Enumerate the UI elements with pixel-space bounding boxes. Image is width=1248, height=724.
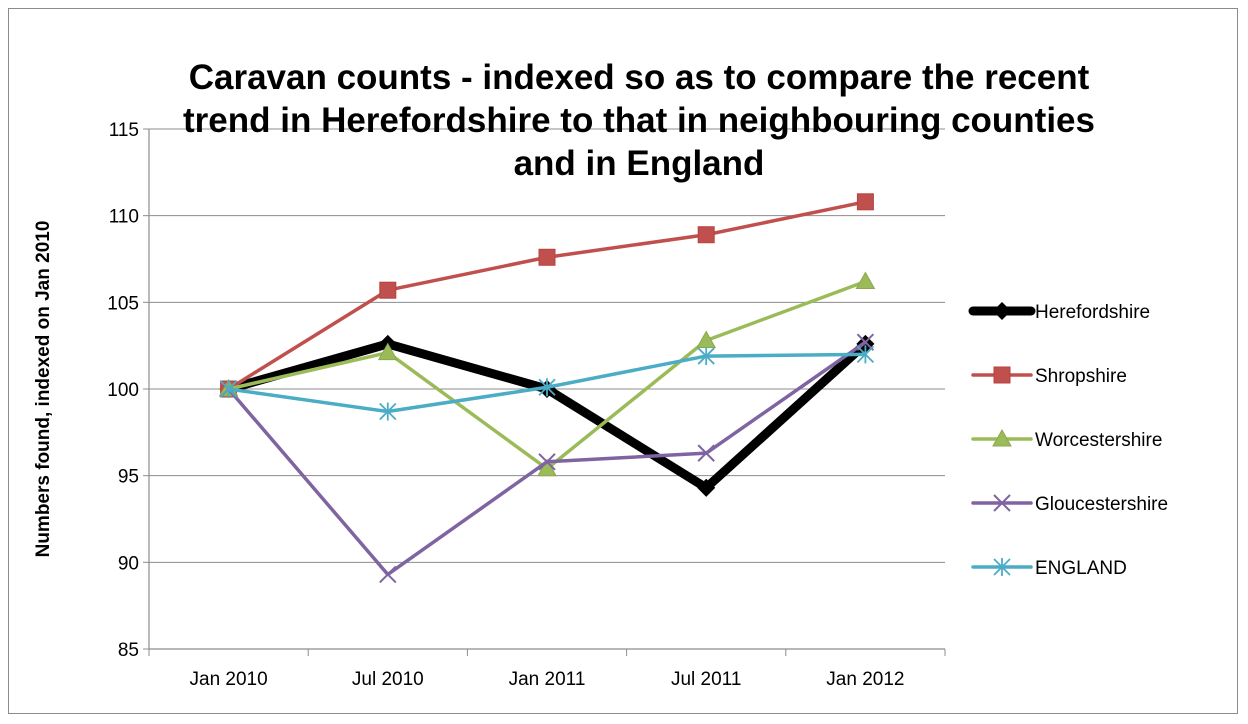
legend-label: Shropshire [1035,366,1127,387]
data-point-shropshire [379,281,397,299]
y-axis-label: Numbers found, indexed on Jan 2010 [33,221,54,558]
data-point-england [697,347,715,366]
data-point-gloucestershire [379,565,397,584]
legend-item-herefordshire: Herefordshire [968,301,1150,323]
x-tick-label: Jul 2010 [352,669,424,690]
y-tick-label: 105 [107,293,139,314]
marker-stroke [538,453,556,471]
legend-marker [993,558,1011,576]
data-point-shropshire [538,248,556,266]
marker-stroke [379,565,397,584]
legend-item-worcestershire: Worcestershire [971,428,1162,451]
chart-svg: 85 90 95 100 105 110 115 Jan 2010 Jul 2010 Jan 20… [33,58,1168,690]
data-point-shropshire [697,226,715,244]
legend-marker [993,494,1011,512]
x-tick-label: Jan 2010 [190,669,268,690]
legend-label: ENGLAND [1035,558,1127,579]
y-tick-label: 110 [109,207,139,228]
series-line-gloucestershire [226,340,868,577]
y-tick-label: 85 [118,640,139,661]
legend-label: Worcestershire [1035,430,1162,451]
legend-marker [993,366,1011,384]
legend-label: Herefordshire [1035,302,1150,323]
legend-item-gloucestershire: Gloucestershire [971,494,1168,515]
marker-stroke [993,494,1011,512]
data-point-worcestershire [537,458,557,477]
data-point-shropshire [856,193,874,211]
data-point-worcestershire [377,342,398,361]
data-point-gloucestershire [856,333,875,351]
y-tick-label: 90 [118,553,139,574]
data-point-herefordshire [697,478,716,497]
x-tick-label: Jul 2011 [671,669,741,690]
chart-title-line: trend in Herefordshire to that in neighb… [183,101,1095,140]
y-tick-label: 100 [107,380,139,401]
legend-marker [992,301,1012,321]
legend-marker [992,428,1012,447]
y-tick-label: 115 [109,120,139,141]
x-tick-label: Jan 2011 [509,669,586,690]
legend-item-england: ENGLAND [971,558,1127,579]
marker-stroke [856,333,875,351]
chart-title-line: Caravan counts - indexed so as to compar… [189,58,1090,97]
y-tick-label: 95 [118,467,139,488]
data-point-gloucestershire [697,444,715,462]
marker-stroke [697,444,715,462]
data-point-gloucestershire [538,453,556,471]
series-line-worcestershire [226,279,868,471]
data-point-england [379,402,397,421]
data-point-worcestershire [855,271,876,290]
data-point-england [219,380,238,398]
x-tick-label: Jan 2012 [826,669,904,690]
data-point-england [538,378,556,397]
chart-frame: 85 90 95 100 105 110 115 Jan 2010 Jul 2010 Jan 20… [8,8,1238,714]
data-point-england [856,345,875,364]
legend-item-shropshire: Shropshire [971,366,1127,387]
chart-title-line: and in England [514,144,765,183]
legend-label: Gloucestershire [1035,494,1168,515]
